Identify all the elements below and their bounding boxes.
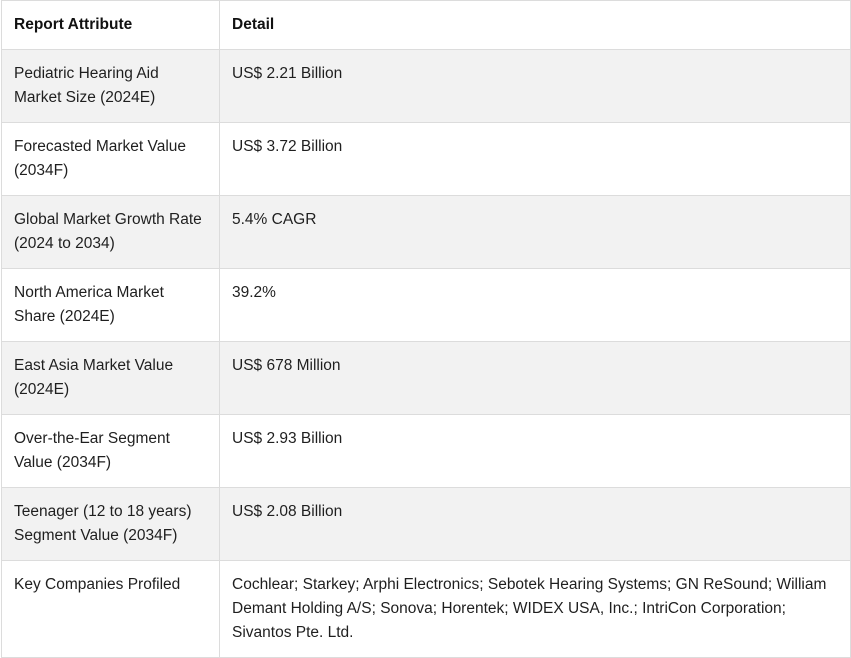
column-header-attribute: Report Attribute [1, 0, 220, 50]
attribute-cell: East Asia Market Value (2024E) [1, 341, 220, 415]
detail-cell: 39.2% [219, 268, 851, 342]
detail-cell: US$ 2.08 Billion [219, 487, 851, 561]
table-row: Pediatric Hearing Aid Market Size (2024E… [1, 49, 851, 123]
table-row: Teenager (12 to 18 years) Segment Value … [1, 487, 851, 561]
detail-cell: US$ 2.93 Billion [219, 414, 851, 488]
attribute-cell: Global Market Growth Rate (2024 to 2034) [1, 195, 220, 269]
table-row: Key Companies Profiled Cochlear; Starkey… [1, 560, 851, 658]
attribute-cell: North America Market Share (2024E) [1, 268, 220, 342]
attribute-cell: Forecasted Market Value (2034F) [1, 122, 220, 196]
table-header-row: Report Attribute Detail [1, 0, 851, 50]
attribute-cell: Key Companies Profiled [1, 560, 220, 658]
attribute-cell: Teenager (12 to 18 years) Segment Value … [1, 487, 220, 561]
detail-cell: 5.4% CAGR [219, 195, 851, 269]
detail-cell: US$ 2.21 Billion [219, 49, 851, 123]
attribute-cell: Pediatric Hearing Aid Market Size (2024E… [1, 49, 220, 123]
table-row: Forecasted Market Value (2034F) US$ 3.72… [1, 122, 851, 196]
table-row: East Asia Market Value (2024E) US$ 678 M… [1, 341, 851, 415]
attribute-cell: Over-the-Ear Segment Value (2034F) [1, 414, 220, 488]
detail-cell: Cochlear; Starkey; Arphi Electronics; Se… [219, 560, 851, 658]
detail-cell: US$ 678 Million [219, 341, 851, 415]
detail-cell: US$ 3.72 Billion [219, 122, 851, 196]
table-row: North America Market Share (2024E) 39.2% [1, 268, 851, 342]
table-row: Over-the-Ear Segment Value (2034F) US$ 2… [1, 414, 851, 488]
table-row: Global Market Growth Rate (2024 to 2034)… [1, 195, 851, 269]
column-header-detail: Detail [219, 0, 851, 50]
